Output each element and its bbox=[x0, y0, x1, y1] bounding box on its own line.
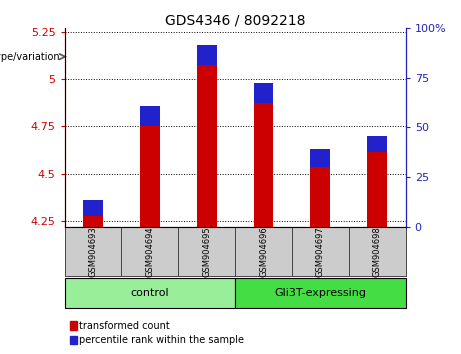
Bar bbox=[235, 227, 292, 276]
Title: GDS4346 / 8092218: GDS4346 / 8092218 bbox=[165, 13, 305, 27]
Bar bbox=[140, 126, 160, 227]
Bar bbox=[83, 216, 103, 227]
Bar bbox=[197, 45, 217, 65]
Bar bbox=[121, 227, 178, 276]
Text: control: control bbox=[130, 288, 169, 298]
Bar bbox=[292, 227, 349, 276]
Text: GSM904694: GSM904694 bbox=[145, 226, 154, 277]
Text: Gli3T-expressing: Gli3T-expressing bbox=[274, 288, 366, 298]
Bar bbox=[140, 106, 160, 126]
Text: GSM904695: GSM904695 bbox=[202, 226, 211, 277]
Text: transformed count: transformed count bbox=[79, 321, 170, 331]
Bar bbox=[310, 149, 331, 167]
Bar bbox=[254, 103, 273, 227]
Bar bbox=[65, 278, 235, 308]
Text: GSM904697: GSM904697 bbox=[316, 226, 325, 277]
Text: genotype/variation: genotype/variation bbox=[0, 52, 60, 62]
Bar bbox=[178, 227, 235, 276]
Bar bbox=[367, 152, 387, 227]
Bar bbox=[349, 227, 406, 276]
Text: GSM904698: GSM904698 bbox=[373, 226, 382, 277]
Bar bbox=[310, 167, 331, 227]
Bar bbox=[70, 336, 77, 344]
Bar bbox=[254, 83, 273, 103]
Text: GSM904693: GSM904693 bbox=[89, 226, 97, 277]
Bar bbox=[83, 200, 103, 216]
Bar bbox=[70, 321, 77, 330]
Text: GSM904696: GSM904696 bbox=[259, 226, 268, 277]
Text: percentile rank within the sample: percentile rank within the sample bbox=[79, 335, 244, 345]
Bar bbox=[367, 136, 387, 152]
Bar bbox=[197, 65, 217, 227]
Bar bbox=[65, 227, 121, 276]
Bar bbox=[235, 278, 406, 308]
